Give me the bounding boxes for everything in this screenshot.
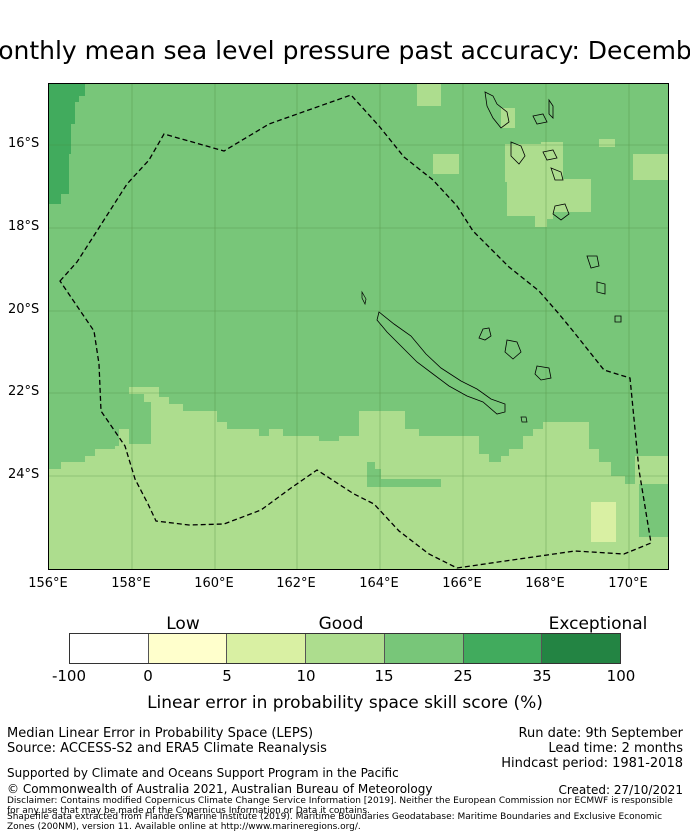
lat-label-18s: 18°S	[8, 219, 40, 234]
legend-tick-8: 100	[606, 667, 636, 685]
lon-label-156e: 156°E	[28, 576, 68, 591]
map-title: onthly mean sea level pressure past accu…	[0, 36, 690, 65]
legend-tick-2: 0	[143, 667, 153, 685]
skill-map-graphic	[49, 84, 668, 569]
legend-swatch-1	[70, 634, 149, 663]
legend-swatch-7	[542, 634, 621, 663]
skill-map	[48, 83, 669, 570]
legend-swatch-5	[384, 634, 464, 663]
lat-label-22s: 22°S	[8, 384, 40, 399]
disclaimer-text: Disclaimer: Contains modified Copernicus…	[7, 796, 673, 816]
method-text: Median Linear Error in Probability Space…	[7, 726, 314, 741]
lon-label-170e: 170°E	[608, 576, 648, 591]
legend-swatch-3	[227, 634, 307, 663]
legend-colorbar	[69, 633, 621, 664]
legend-tick-5: 15	[374, 667, 394, 685]
lon-label-168e: 168°E	[525, 576, 565, 591]
lead-time: Lead time: 2 months	[548, 741, 683, 756]
lat-label-16s: 16°S	[8, 136, 40, 151]
lon-label-162e: 162°E	[276, 576, 316, 591]
lon-label-158e: 158°E	[111, 576, 151, 591]
copyright-text: © Commonwealth of Australia 2021, Austra…	[7, 782, 433, 796]
legend-tick-1: -100	[51, 667, 87, 685]
legend-tick-3: 5	[222, 667, 232, 685]
legend-title: Linear error in probability space skill …	[147, 693, 543, 713]
created-date: Created: 27/10/2021	[558, 783, 683, 797]
legend-tick-6: 25	[453, 667, 473, 685]
legend-swatch-2	[148, 634, 228, 663]
legend-category-good: Good	[318, 614, 364, 634]
source-text: Source: ACCESS-S2 and ERA5 Climate Reana…	[7, 741, 327, 756]
run-date: Run date: 9th September	[518, 726, 683, 741]
lat-label-24s: 24°S	[8, 467, 40, 482]
legend-swatch-4	[306, 634, 385, 663]
lon-label-164e: 164°E	[359, 576, 399, 591]
lat-label-20s: 20°S	[8, 302, 40, 317]
hindcast-period: Hindcast period: 1981-2018	[501, 756, 683, 771]
legend-tick-4: 10	[296, 667, 316, 685]
support-text: Supported by Climate and Oceans Support …	[7, 766, 399, 780]
lon-label-166e: 166°E	[442, 576, 482, 591]
lon-label-160e: 160°E	[194, 576, 234, 591]
legend-tick-7: 35	[532, 667, 552, 685]
legend-swatch-6	[463, 634, 543, 663]
legend-category-low: Low	[166, 614, 200, 634]
shapefile-text: Shapefile data extracted from Flanders M…	[7, 812, 663, 832]
legend-category-exceptional: Exceptional	[548, 614, 648, 634]
